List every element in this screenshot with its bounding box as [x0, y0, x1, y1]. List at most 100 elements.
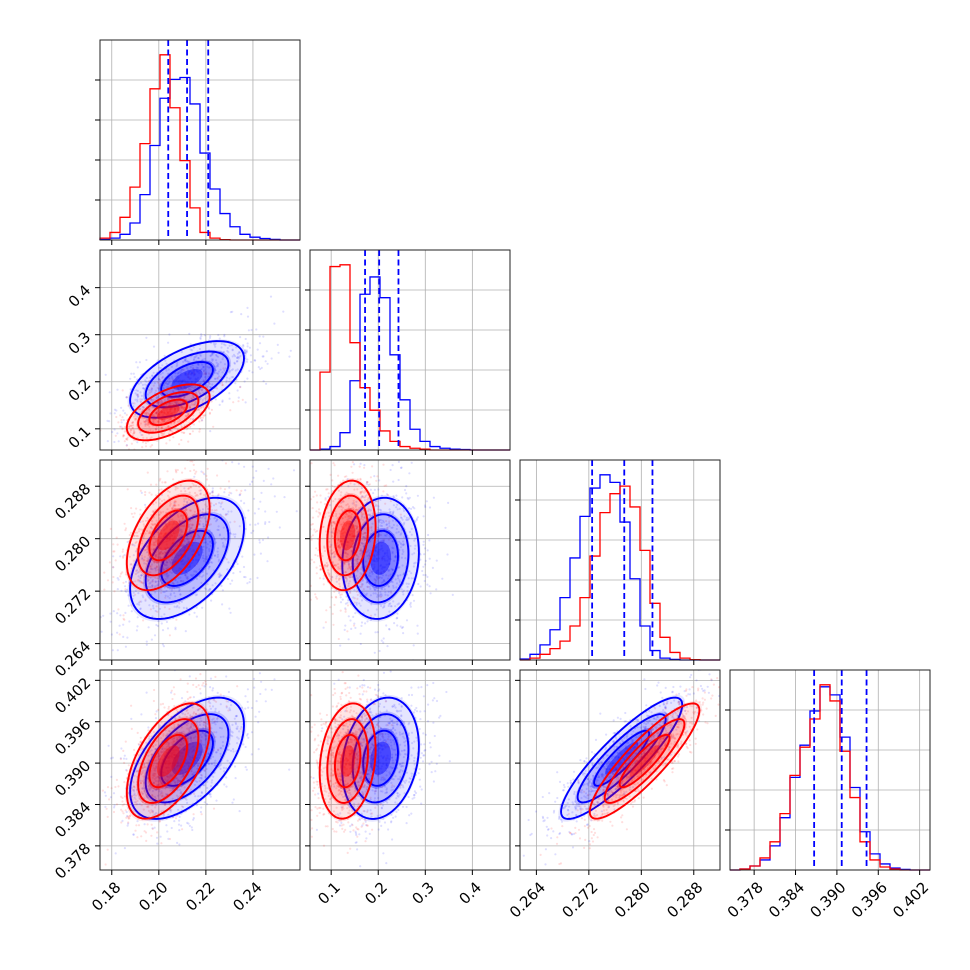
scatter-point-blue — [253, 512, 256, 515]
scatter-point-blue — [137, 395, 140, 398]
scatter-point-blue — [395, 506, 398, 509]
scatter-point-blue — [384, 551, 387, 555]
scatter-point-blue — [374, 500, 378, 503]
scatter-point-blue — [229, 582, 232, 585]
scatter-point-blue — [229, 531, 232, 535]
scatter-point-red — [332, 522, 335, 525]
scatter-point-blue — [176, 377, 179, 380]
scatter-point-blue — [120, 425, 123, 428]
scatter-point-blue — [388, 511, 391, 514]
scatter-point-red — [150, 514, 153, 517]
scatter-point-blue — [110, 633, 113, 636]
scatter-point-blue — [361, 550, 364, 553]
scatter-point-blue — [185, 570, 188, 573]
scatter-point-blue — [165, 362, 168, 365]
scatter-point-blue — [182, 805, 185, 809]
scatter-point-red — [337, 539, 340, 542]
scatter-point-red — [361, 494, 364, 498]
scatter-point-red — [337, 637, 340, 641]
scatter-point-blue — [192, 667, 194, 669]
scatter-point-blue — [172, 522, 175, 525]
scatter-point-red — [316, 529, 319, 533]
scatter-point-red — [205, 474, 208, 477]
scatter-point-red — [149, 398, 152, 401]
scatter-point-red — [173, 503, 176, 506]
scatter-point-blue — [253, 686, 256, 689]
scatter-point-red — [182, 544, 185, 547]
scatter-point-red — [167, 425, 170, 428]
scatter-point-blue — [197, 356, 200, 360]
scatter-point-blue — [393, 622, 396, 625]
scatter-point-blue — [365, 592, 368, 595]
scatter-point-blue — [232, 572, 235, 575]
scatter-point-red — [225, 558, 228, 561]
scatter-point-red — [137, 578, 140, 582]
scatter-point-blue — [375, 560, 378, 563]
scatter-point-blue — [360, 566, 363, 569]
scatter-point-blue — [240, 725, 243, 729]
scatter-point-blue — [241, 555, 244, 558]
scatter-point-blue — [184, 380, 187, 383]
scatter-point-red — [351, 535, 354, 538]
scatter-point-red — [106, 579, 110, 582]
scatter-point-blue — [375, 575, 378, 578]
scatter-point-blue — [166, 595, 169, 598]
scatter-point-blue — [124, 645, 127, 648]
scatter-point-blue — [208, 540, 212, 543]
scatter-point-red — [173, 416, 176, 419]
scatter-point-red — [375, 479, 378, 482]
scatter-point-blue — [246, 582, 249, 585]
scatter-point-blue — [353, 589, 356, 592]
scatter-point-red — [375, 546, 378, 549]
scatter-point-blue — [203, 784, 206, 787]
scatter-point-blue — [273, 322, 276, 325]
scatter-point-red — [337, 505, 341, 508]
scatter-point-red — [201, 401, 204, 404]
scatter-point-blue — [155, 412, 158, 415]
scatter-point-blue — [123, 754, 126, 757]
scatter-point-blue — [258, 672, 261, 675]
scatter-point-blue — [397, 460, 400, 463]
scatter-point-blue — [180, 824, 183, 827]
scatter-point-blue — [219, 746, 222, 750]
scatter-point-red — [169, 538, 172, 541]
scatter-point-blue — [122, 623, 125, 626]
scatter-point-red — [169, 571, 172, 574]
scatter-point-red — [150, 493, 153, 496]
scatter-point-red — [135, 507, 138, 510]
scatter-point-blue — [151, 584, 154, 587]
scatter-point-red — [157, 532, 160, 535]
scatter-point-red — [171, 587, 174, 591]
scatter-point-blue — [381, 606, 385, 609]
scatter-point-blue — [253, 359, 256, 362]
scatter-point-blue — [355, 574, 358, 577]
scatter-point-blue — [220, 747, 223, 750]
scatter-point-blue — [246, 734, 249, 737]
scatter-point-red — [118, 633, 121, 636]
scatter-point-blue — [376, 631, 379, 634]
scatter-point-red — [343, 508, 346, 511]
scatter-point-blue — [262, 380, 265, 383]
scatter-point-blue — [201, 570, 204, 574]
scatter-point-red — [357, 529, 360, 532]
scatter-point-red — [359, 549, 362, 553]
scatter-point-red — [329, 577, 332, 580]
scatter-point-red — [146, 577, 149, 581]
scatter-point-red — [339, 502, 342, 505]
scatter-point-blue — [211, 490, 214, 493]
scatter-point-red — [362, 496, 366, 499]
scatter-point-blue — [158, 575, 161, 578]
density-fill-red — [147, 398, 189, 427]
scatter-point-blue — [388, 522, 391, 525]
scatter-point-blue — [136, 400, 139, 403]
scatter-point-blue — [353, 463, 356, 466]
scatter-point-red — [175, 378, 178, 381]
scatter-point-blue — [407, 582, 410, 586]
scatter-point-blue — [159, 366, 162, 370]
scatter-point-blue — [411, 594, 414, 597]
scatter-point-red — [150, 522, 153, 526]
scatter-point-blue — [221, 399, 224, 402]
scatter-point-red — [179, 386, 182, 389]
scatter-point-red — [178, 520, 181, 523]
scatter-point-blue — [367, 509, 370, 513]
